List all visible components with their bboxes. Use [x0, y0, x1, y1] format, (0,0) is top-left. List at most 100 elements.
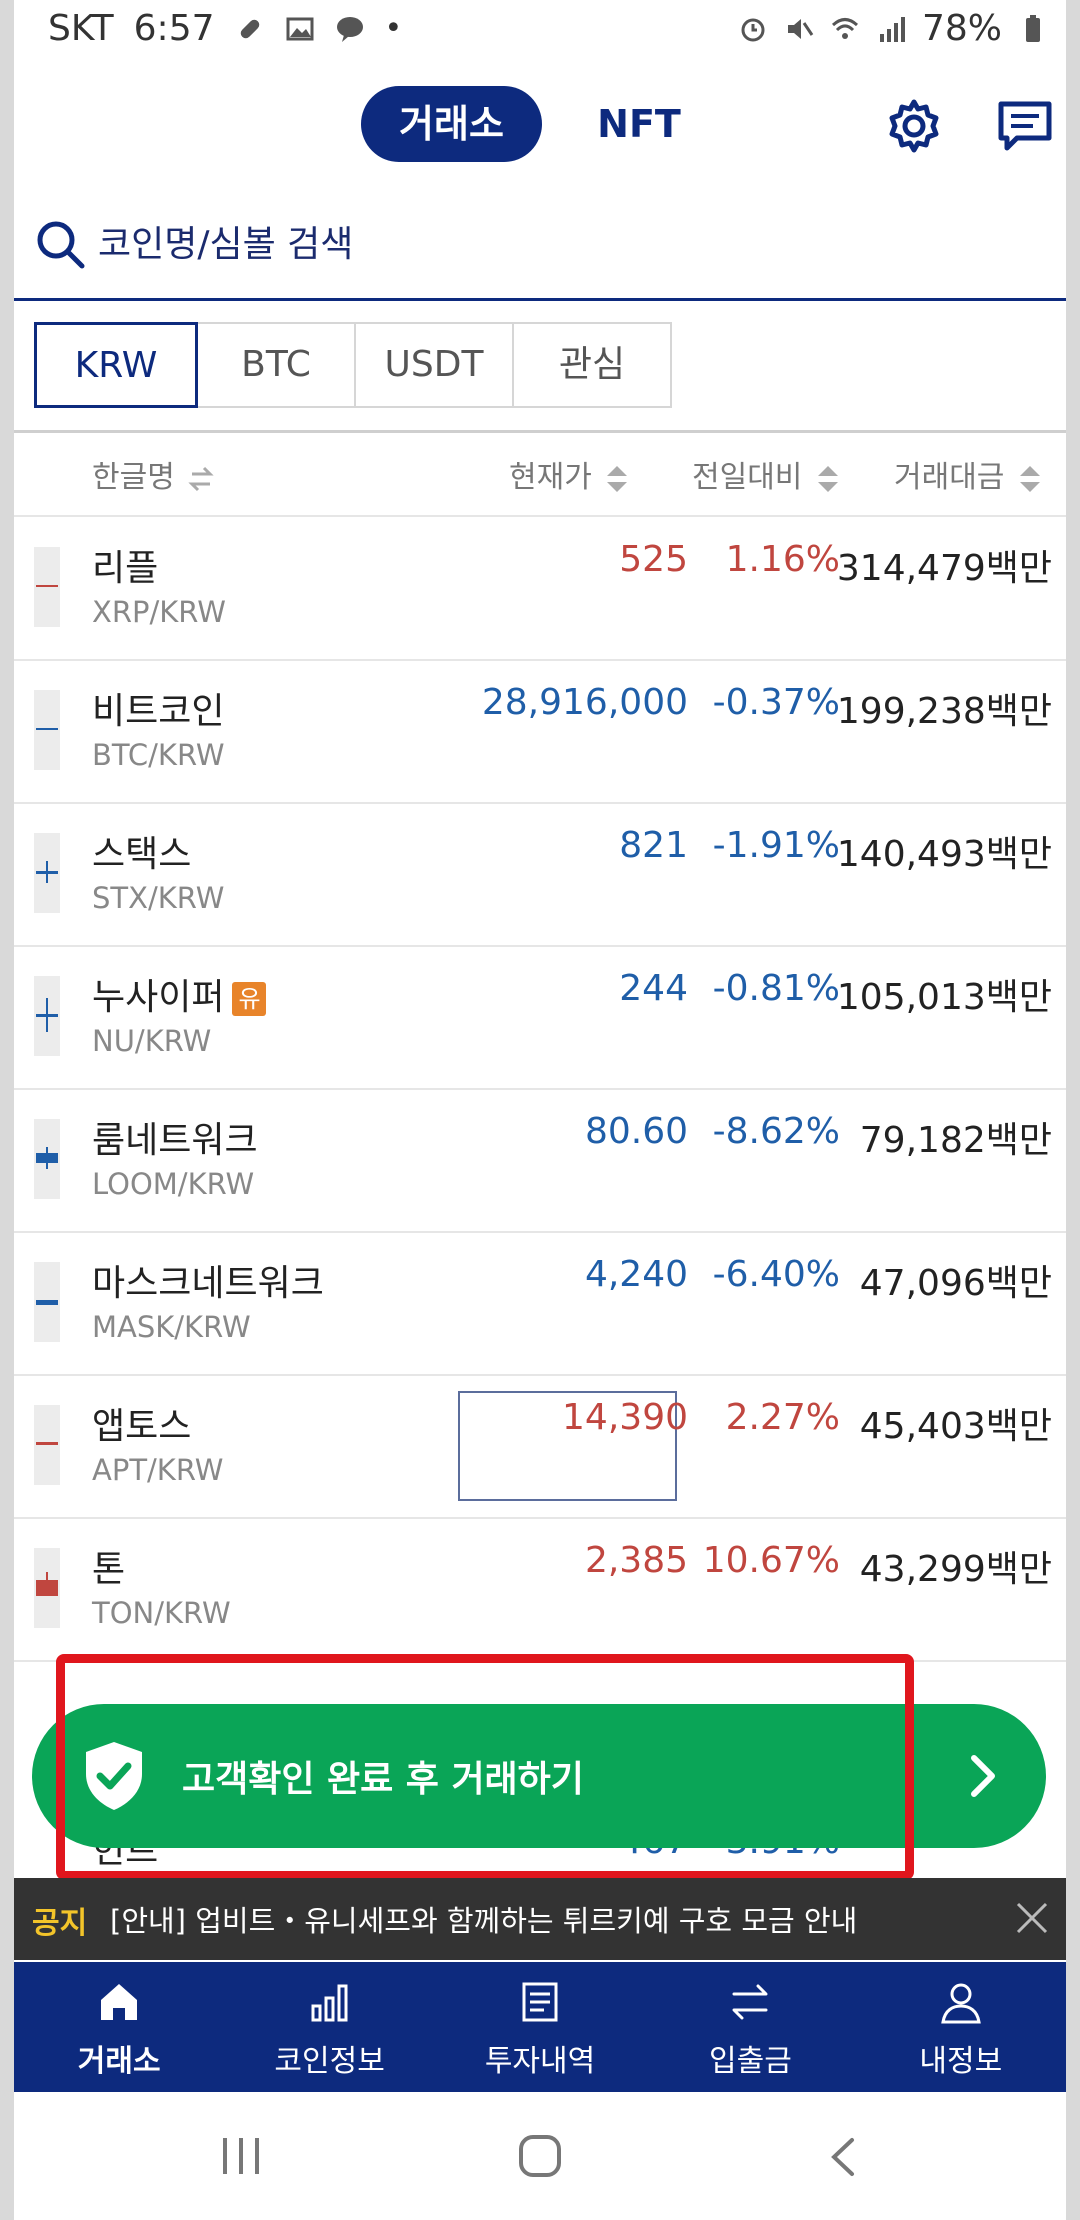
notice-message[interactable]: [안내] 업비트・유니세프와 함께하는 튀르키예 구호 모금 안내 — [110, 1904, 858, 1938]
sort-icon — [607, 465, 628, 492]
coin-name: 리플 — [92, 548, 159, 589]
trade-volume: 47,096백만 — [859, 1263, 1052, 1304]
current-price: 28,916,000 — [481, 682, 688, 723]
gallery-icon — [286, 17, 313, 40]
current-price: 821 — [619, 825, 688, 866]
change-percent: -1.91% — [712, 825, 840, 866]
tab-krw[interactable]: KRW — [34, 322, 198, 408]
nav-deposit-withdraw[interactable]: 입출금 — [645, 1962, 855, 2092]
market-tabs: KRW BTC USDT 관심 — [34, 322, 672, 408]
chevron-right-icon — [971, 1755, 995, 1797]
kyc-banner-button[interactable]: 고객확인 완료 후 거래하기 — [32, 1704, 1046, 1848]
mini-candle-icon — [34, 690, 60, 770]
mini-candle-icon — [34, 547, 60, 627]
mini-candle-icon — [34, 1405, 60, 1485]
column-volume-header[interactable]: 거래대금 — [894, 452, 1042, 496]
home-button-icon[interactable] — [518, 2134, 562, 2178]
header-divider — [14, 515, 1066, 517]
current-price: 244 — [619, 968, 688, 1009]
change-percent: 2.27% — [725, 1397, 840, 1438]
column-name-label: 한글명 — [92, 460, 175, 495]
search-icon — [37, 221, 85, 269]
trade-volume: 43,299백만 — [859, 1549, 1052, 1590]
battery-icon — [1026, 14, 1040, 42]
table-row[interactable]: 마스크네트워크 MASK/KRW 4,240 -6.40% 47,096백만 — [14, 1232, 1066, 1376]
mute-icon — [787, 18, 814, 39]
tab-favorites[interactable]: 관심 — [512, 322, 672, 408]
coin-name: 톤 — [92, 1549, 126, 1590]
sort-icon — [817, 465, 838, 492]
caution-badge: 유 — [232, 982, 267, 1016]
notice-bar[interactable]: 공지 [안내] 업비트・유니세프와 함께하는 튀르키예 구호 모금 안내 — [14, 1878, 1066, 1960]
nav-label: 투자내역 — [484, 2044, 596, 2079]
coin-symbol: TON/KRW — [92, 1596, 231, 1630]
change-percent: -8.62% — [712, 1111, 840, 1152]
search-input[interactable]: 코인명/심볼 검색 — [98, 224, 354, 265]
table-row[interactable]: 스택스 STX/KRW 821 -1.91% 140,493백만 — [14, 803, 1066, 947]
table-row[interactable]: 룸네트워크 LOOM/KRW 80.60 -8.62% 79,182백만 — [14, 1089, 1066, 1233]
coin-symbol: BTC/KRW — [92, 738, 225, 772]
transfer-icon — [732, 1984, 768, 2020]
column-price-header[interactable]: 현재가 — [509, 452, 629, 496]
battery-percent: 78% — [921, 8, 1002, 49]
swap-icon — [188, 466, 214, 491]
pill-icon — [240, 19, 259, 38]
coin-name: 룸네트워크 — [92, 1120, 258, 1161]
banner-text: 고객확인 완료 후 거래하기 — [182, 1759, 584, 1800]
trade-volume: 199,238백만 — [836, 691, 1052, 732]
tab-usdt[interactable]: USDT — [354, 322, 514, 408]
divider — [14, 430, 1066, 433]
table-row[interactable]: 누사이퍼 유 NU/KRW 244 -0.81% 105,013백만 — [14, 946, 1066, 1090]
nav-label: 입출금 — [709, 2044, 792, 2079]
coin-name: 비트코인 — [92, 691, 225, 732]
mini-candle-icon — [34, 833, 60, 913]
gear-icon[interactable] — [884, 96, 944, 156]
tab-nft[interactable]: NFT — [597, 102, 681, 146]
mini-candle-icon — [34, 1548, 60, 1628]
carrier-label: SKT — [48, 8, 114, 49]
coin-name: 스택스 — [92, 834, 192, 875]
column-name-header[interactable]: 한글명 — [92, 452, 214, 496]
table-row[interactable]: 톤 TON/KRW 2,385 10.67% 43,299백만 — [14, 1518, 1066, 1662]
column-volume-label: 거래대금 — [894, 460, 1005, 495]
chat-icon[interactable] — [997, 98, 1053, 154]
current-price: 2,385 — [584, 1540, 688, 1581]
back-icon[interactable] — [828, 2136, 858, 2178]
highlight-annotation — [56, 1654, 914, 1880]
document-icon — [522, 1982, 558, 2022]
system-nav-bar — [14, 2092, 1066, 2220]
nav-my-info[interactable]: 내정보 — [856, 1962, 1066, 2092]
mini-candle-icon — [34, 976, 60, 1056]
tab-btc[interactable]: BTC — [196, 322, 356, 408]
coin-symbol: MASK/KRW — [92, 1310, 251, 1344]
table-row[interactable]: 비트코인 BTC/KRW 28,916,000 -0.37% 199,238백만 — [14, 660, 1066, 804]
current-price: 14,390 — [562, 1397, 688, 1438]
bottom-nav: 거래소 코인정보 투자내역 입출금 내정보 — [14, 1962, 1066, 2092]
trade-volume: 45,403백만 — [859, 1406, 1052, 1447]
mini-candle-icon — [34, 1262, 60, 1342]
search-bar[interactable]: 코인명/심볼 검색 — [14, 202, 1066, 301]
mini-candle-icon — [34, 1119, 60, 1199]
clock: 6:57 — [133, 8, 215, 49]
nav-label: 코인정보 — [274, 2044, 385, 2079]
column-change-header[interactable]: 전일대비 — [692, 452, 840, 496]
status-bar: SKT 6:57 • 78% — [14, 0, 1066, 62]
change-percent: -0.81% — [712, 968, 840, 1009]
coin-symbol: STX/KRW — [92, 881, 225, 915]
signal-icon — [879, 16, 905, 42]
table-row[interactable]: 앱토스 APT/KRW 14,390 2.27% 45,403백만 — [14, 1375, 1066, 1519]
nav-exchange[interactable]: 거래소 — [14, 1962, 224, 2092]
coin-symbol: APT/KRW — [92, 1453, 224, 1487]
nav-investment[interactable]: 투자내역 — [435, 1962, 645, 2092]
trade-volume: 79,182백만 — [859, 1120, 1052, 1161]
nav-coin-info[interactable]: 코인정보 — [224, 1962, 434, 2092]
coin-name: 마스크네트워크 — [92, 1263, 324, 1304]
table-row[interactable]: 리플 XRP/KRW 525 1.16% 314,479백만 — [14, 517, 1066, 661]
coin-name-text: 누사이퍼 — [92, 977, 225, 1018]
tab-exchange[interactable]: 거래소 — [361, 86, 542, 162]
recents-icon[interactable] — [219, 2136, 263, 2176]
close-icon[interactable] — [1014, 1900, 1050, 1936]
coin-symbol: XRP/KRW — [92, 595, 226, 629]
wifi-icon — [831, 17, 858, 39]
current-price: 4,240 — [584, 1254, 688, 1295]
